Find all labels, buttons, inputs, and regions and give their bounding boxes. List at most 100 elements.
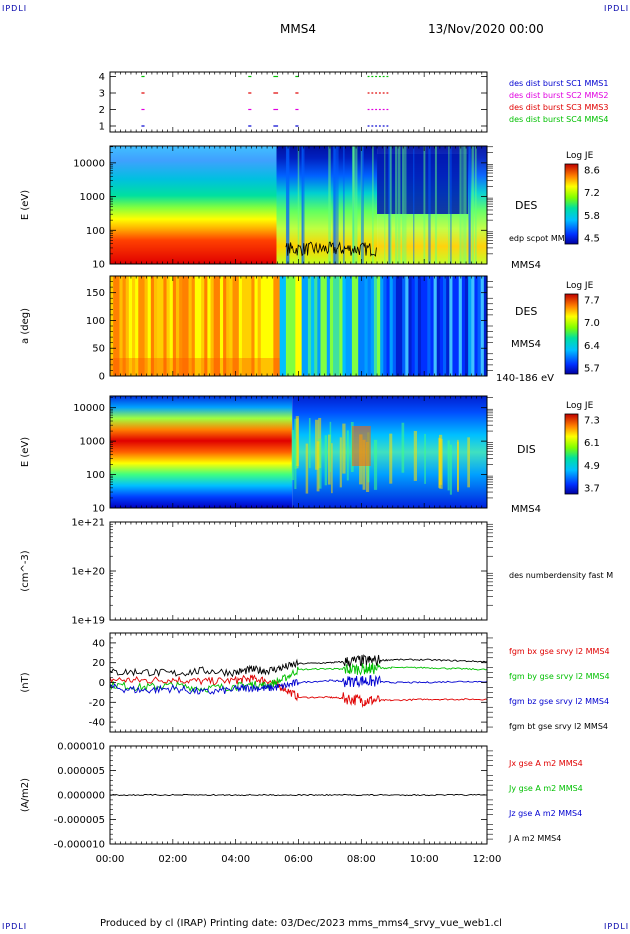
des-pitch-column — [238, 276, 243, 376]
des-pitch-colorbar-title: Log JE — [566, 281, 594, 291]
des-pitch-column — [295, 276, 300, 376]
des-pitch-column — [414, 276, 419, 376]
des-energy-streak — [372, 146, 374, 264]
des-pitch-column — [166, 276, 171, 376]
current-ytick-label: 0.000005 — [57, 766, 105, 777]
des-pitch-ylabel: a (deg) — [20, 308, 31, 344]
current-ylabel: (A/m2) — [20, 778, 31, 812]
des-pitch-column — [157, 276, 161, 376]
des-pitch-column — [402, 276, 406, 376]
des-pitch-column — [204, 276, 208, 376]
des-energy-ytick-label: 10 — [92, 260, 105, 271]
des-energy-colorbar-tick: 5.8 — [584, 211, 600, 222]
current-ytick-label: -0.000010 — [54, 840, 105, 851]
corner-label-top-left: IPDLI — [2, 4, 28, 13]
dis-energy-streak — [305, 443, 309, 494]
des-pitch-column — [355, 276, 359, 376]
des-pitch-energy-label: 140-186 eV — [496, 373, 554, 384]
x-tick-label: 04:00 — [221, 854, 250, 865]
des-energy-streak — [448, 146, 450, 264]
des-pitch-column — [458, 276, 463, 376]
dis-energy-streak — [373, 439, 378, 490]
des-pitch-column — [483, 276, 488, 376]
des-pitch-column — [314, 276, 318, 376]
current-ytick-label: -0.000005 — [54, 815, 105, 826]
des-pitch-column — [301, 276, 306, 376]
des-energy-streak — [423, 146, 426, 264]
x-tick-label: 10:00 — [410, 854, 439, 865]
header-datetime: 13/Nov/2020 00:00 — [428, 22, 544, 36]
des-pitch-column — [333, 276, 337, 376]
des-energy-ylabel: E (eV) — [20, 190, 31, 220]
des-pitch-column — [427, 276, 432, 376]
current-legend-entry: Jz gse A m2 MMS4 — [508, 809, 582, 818]
des-pitch-column — [298, 276, 303, 376]
dis-energy-ytick-label: 1000 — [80, 437, 105, 448]
corner-label-bottom-right: IPDLI — [604, 922, 630, 931]
des-pitch-column — [185, 276, 190, 376]
des-pitch-column — [471, 276, 476, 376]
des-pitch-column — [229, 276, 234, 376]
dis-energy-streak — [342, 423, 346, 474]
corner-label-top-right: IPDLI — [604, 4, 630, 13]
des-pitch-column — [436, 276, 441, 376]
dis-energy-ytick-label: 10 — [92, 504, 105, 515]
des-pitch-band — [110, 358, 280, 376]
dis-energy-streak — [291, 430, 295, 481]
des-pitch-column — [169, 276, 174, 376]
des-energy-ytick-label: 10000 — [73, 158, 105, 169]
des-pitch-column — [254, 276, 259, 376]
des-pitch-column — [292, 276, 296, 376]
des-pitch-column — [380, 276, 384, 376]
des-pitch-column — [251, 276, 256, 376]
density-ytick-label: 1e+21 — [71, 518, 105, 529]
des-energy-overlay-label: edp scpot MMS4 — [509, 234, 575, 243]
des-pitch-column — [182, 276, 186, 376]
des-pitch-column — [449, 276, 454, 376]
des-pitch-column — [138, 276, 143, 376]
burst-ytick-label: 4 — [99, 72, 105, 83]
dis-energy-streak — [424, 433, 426, 484]
des-pitch-column — [289, 276, 293, 376]
current-legend-entry: Jx gse A m2 MMS4 — [508, 759, 583, 768]
des-energy-streak — [434, 146, 437, 264]
burst-legend-entry: des dist burst SC1 MMS1 — [509, 79, 608, 88]
des-pitch-column — [197, 276, 202, 376]
des-pitch-column — [270, 276, 274, 376]
current-ytick-label: 0.000000 — [57, 791, 105, 802]
fgm-ytick-label: 0 — [99, 678, 105, 689]
dis-energy-streak — [467, 437, 470, 488]
des-pitch-ytick-label: 0 — [99, 372, 105, 383]
des-pitch-column — [317, 276, 322, 376]
fgm-ytick-label: -40 — [89, 718, 105, 729]
des-pitch-column — [405, 276, 410, 376]
dis-energy-streak — [449, 444, 452, 495]
des-pitch-column — [361, 276, 366, 376]
des-pitch-column — [241, 276, 246, 376]
des-pitch-column — [358, 276, 362, 376]
des-pitch-column — [468, 276, 472, 376]
des-energy-streak — [286, 146, 289, 264]
fgm-series-line — [109, 662, 488, 693]
dis-energy-ylabel: E (eV) — [20, 437, 31, 467]
des-energy-ytick-label: 1000 — [80, 192, 105, 203]
des-pitch-column — [125, 276, 130, 376]
des-energy-streak — [389, 146, 392, 264]
des-pitch-column — [223, 276, 227, 376]
des-pitch-column — [443, 276, 447, 376]
des-pitch-column — [213, 276, 218, 376]
density-legend-entry: des numberdensity fast M — [509, 571, 613, 580]
des-energy-streak — [395, 146, 398, 264]
dis-energy-streak — [327, 434, 331, 485]
des-pitch-column — [480, 276, 485, 376]
des-pitch-column — [336, 276, 340, 376]
des-pitch-column — [370, 276, 375, 376]
des-pitch-column — [307, 276, 312, 376]
dis-energy-streak — [438, 434, 443, 485]
x-tick-label: 08:00 — [347, 854, 376, 865]
dis-energy-label: DIS — [517, 443, 536, 456]
dis-energy-colorbar-tick: 7.3 — [584, 416, 600, 427]
des-pitch-column — [263, 276, 268, 376]
des-pitch-column — [113, 276, 117, 376]
des-energy-streak — [413, 146, 415, 264]
